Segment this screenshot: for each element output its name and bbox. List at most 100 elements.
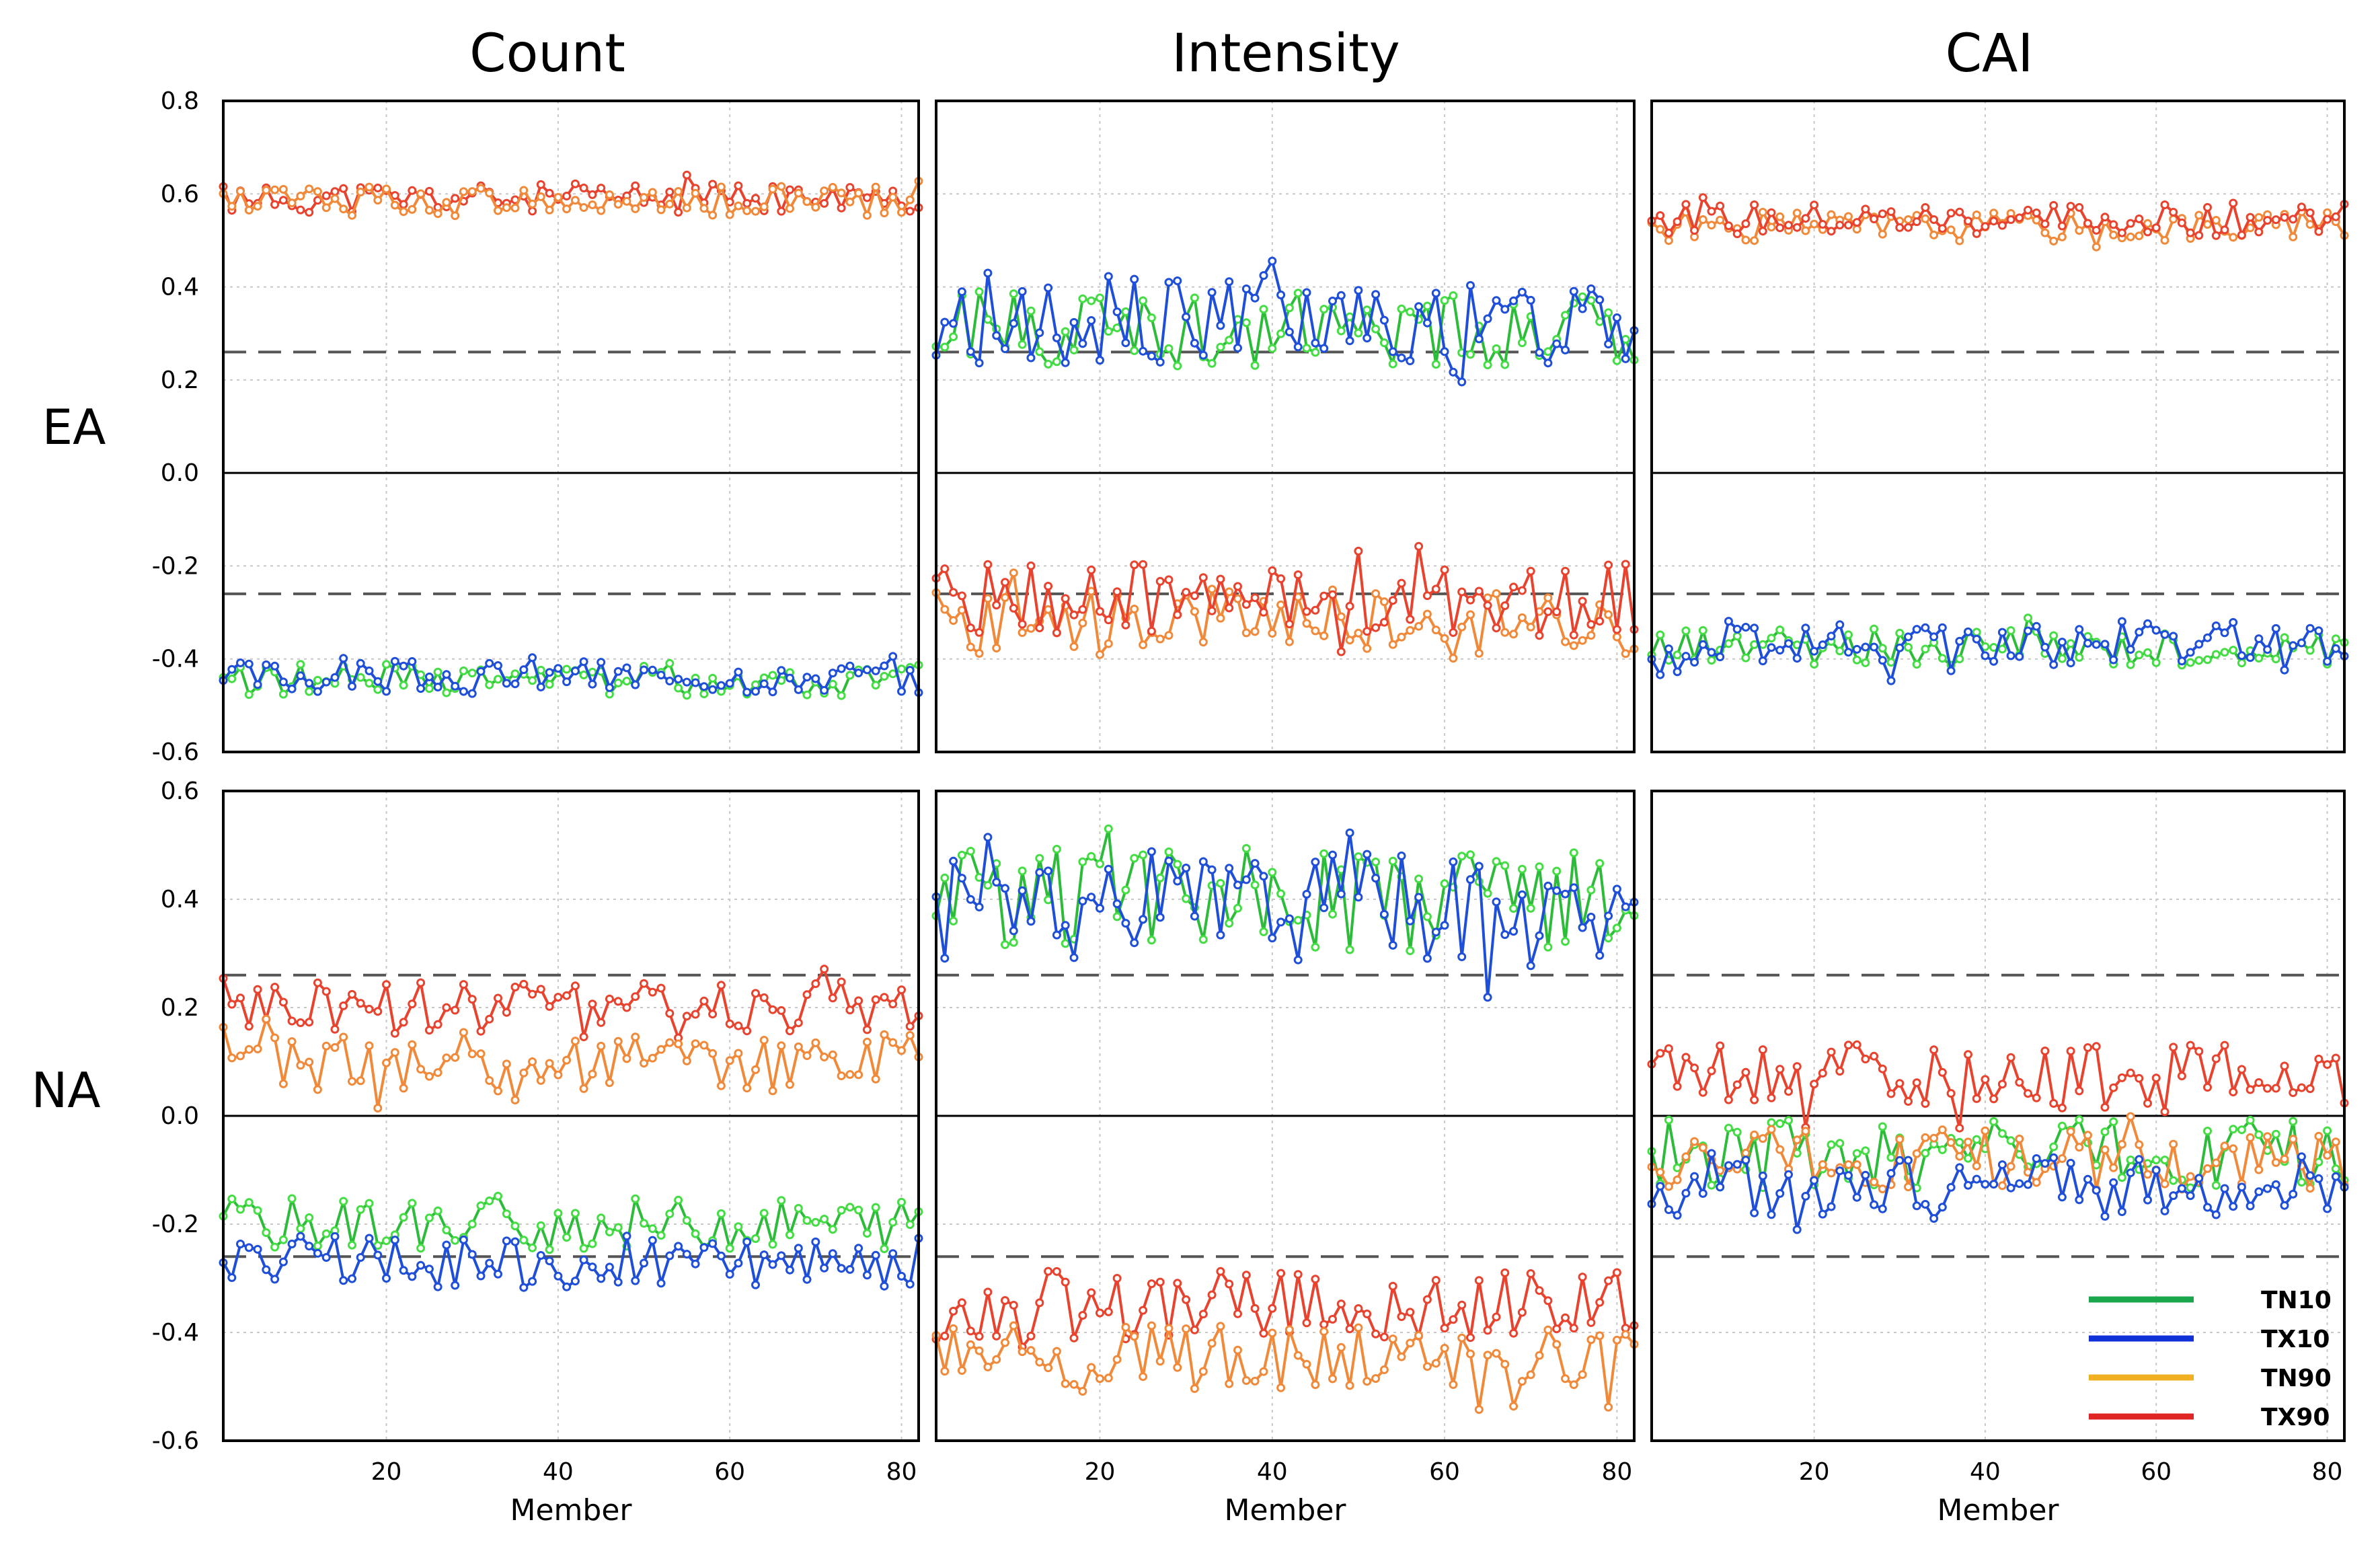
- data-point: [1371, 874, 1381, 883]
- data-point: [364, 666, 374, 675]
- data-point: [2280, 665, 2289, 675]
- data-point: [1311, 348, 1320, 357]
- data-point: [1474, 1405, 1484, 1414]
- data-point: [622, 1003, 631, 1012]
- data-point: [1972, 634, 1981, 644]
- data-point: [1061, 939, 1070, 948]
- data-point: [373, 184, 383, 192]
- series-tn10: [1647, 613, 2349, 670]
- data-point: [459, 187, 468, 196]
- data-point: [940, 954, 950, 963]
- data-point: [905, 666, 915, 675]
- data-point: [244, 1243, 254, 1252]
- series-tx10: [1647, 617, 2349, 685]
- data-point: [1912, 660, 1921, 669]
- data-point: [888, 1217, 898, 1227]
- data-point: [2280, 1201, 2289, 1210]
- data-point: [880, 993, 889, 1002]
- data-point: [1758, 656, 1767, 666]
- data-point: [528, 989, 537, 999]
- data-point: [1225, 587, 1234, 597]
- data-point: [1328, 297, 1337, 305]
- data-point: [1972, 1094, 1981, 1103]
- data-point: [1130, 1332, 1139, 1341]
- legend-label-tn10: TN10: [2261, 1287, 2332, 1314]
- data-point: [1250, 859, 1260, 868]
- data-point: [467, 995, 477, 1004]
- data-point: [1912, 1078, 1921, 1088]
- data-point: [579, 1032, 588, 1041]
- data-point: [1345, 945, 1354, 954]
- data-point: [1044, 866, 1053, 876]
- data-point: [2040, 642, 2050, 652]
- data-point: [2203, 633, 2212, 642]
- data-point: [1750, 1095, 1759, 1104]
- data-point: [1009, 926, 1018, 936]
- data-point: [1225, 864, 1234, 873]
- data-point: [1371, 324, 1381, 334]
- data-point: [553, 993, 563, 1002]
- data-point: [545, 1059, 554, 1068]
- data-point: [519, 1236, 529, 1245]
- data-point: [1810, 646, 1819, 656]
- data-point: [1886, 1153, 1896, 1162]
- data-point: [1852, 1160, 1861, 1169]
- data-point: [1302, 1318, 1311, 1328]
- data-point: [287, 1016, 297, 1026]
- data-point: [854, 996, 863, 1006]
- data-point: [751, 687, 760, 696]
- data-point: [321, 987, 331, 996]
- data-point: [1173, 610, 1182, 619]
- data-point: [1362, 334, 1372, 343]
- data-point: [1241, 318, 1251, 328]
- data-point: [1293, 570, 1303, 579]
- data-point: [2297, 1152, 2306, 1162]
- data-point: [1878, 656, 1887, 665]
- data-point: [1886, 207, 1896, 217]
- data-point: [2203, 220, 2212, 229]
- series-line-tn10: [935, 290, 1636, 367]
- data-point: [476, 1026, 486, 1036]
- data-point: [502, 1236, 511, 1246]
- data-point: [905, 1022, 915, 1031]
- data-point: [1250, 1376, 1260, 1386]
- data-point: [330, 673, 340, 682]
- x-axis-label: Member: [1225, 1493, 1347, 1527]
- data-point: [2057, 232, 2067, 241]
- data-point: [1121, 919, 1130, 928]
- data-point: [1182, 312, 1191, 322]
- data-point: [966, 624, 975, 632]
- data-point: [949, 588, 958, 597]
- data-point: [2323, 215, 2332, 224]
- data-point: [1827, 632, 1836, 641]
- data-point: [510, 1221, 520, 1231]
- data-point: [1621, 560, 1630, 569]
- data-point: [2229, 1088, 2238, 1096]
- data-point: [2057, 1193, 2067, 1202]
- data-point: [1130, 605, 1139, 613]
- data-point: [1096, 903, 1104, 913]
- data-point: [1483, 314, 1492, 324]
- data-point: [305, 687, 314, 696]
- data-point: [1870, 1177, 1879, 1186]
- data-point: [1707, 206, 1716, 216]
- data-point: [1078, 1387, 1087, 1396]
- data-point: [631, 1276, 640, 1285]
- data-point: [2220, 1141, 2229, 1151]
- data-point: [2006, 1183, 2016, 1193]
- data-point: [1724, 1095, 1733, 1104]
- data-point: [2220, 628, 2229, 638]
- data-point: [1852, 1149, 1861, 1158]
- data-point: [1190, 607, 1199, 616]
- data-point: [494, 1269, 502, 1279]
- data-point: [1155, 357, 1165, 367]
- data-point: [390, 1028, 399, 1038]
- data-point: [1750, 236, 1759, 246]
- data-point: [459, 1028, 468, 1037]
- data-point: [1561, 1374, 1570, 1384]
- data-point: [416, 1244, 426, 1253]
- data-point: [1001, 884, 1009, 893]
- data-point: [1827, 1202, 1836, 1211]
- data-point: [1414, 893, 1424, 902]
